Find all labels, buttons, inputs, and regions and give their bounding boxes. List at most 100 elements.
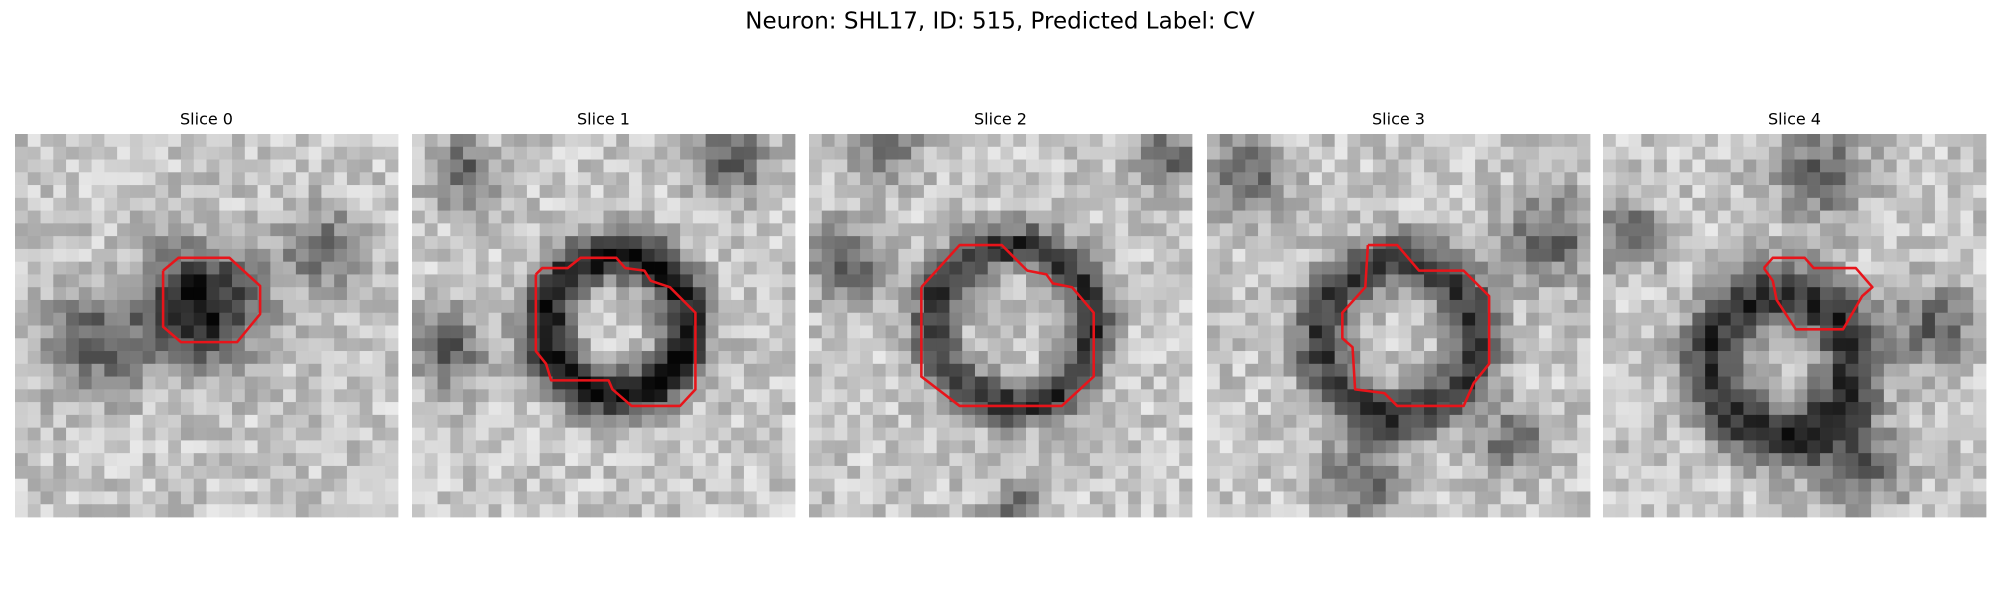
pixel bbox=[78, 210, 92, 224]
pixel bbox=[1960, 261, 1974, 275]
pixel bbox=[1960, 299, 1974, 314]
pixel bbox=[257, 402, 271, 416]
pixel bbox=[450, 210, 464, 224]
pixel bbox=[1947, 389, 1961, 403]
pixel bbox=[321, 465, 335, 480]
pixel bbox=[1372, 351, 1387, 365]
pixel bbox=[616, 312, 630, 326]
pixel bbox=[641, 299, 655, 314]
pixel bbox=[898, 363, 912, 377]
pixel bbox=[552, 491, 566, 505]
pixel bbox=[1475, 351, 1489, 365]
pixel bbox=[1756, 325, 1770, 339]
pixel bbox=[641, 146, 655, 160]
pixel bbox=[219, 363, 233, 377]
pixel bbox=[104, 363, 118, 377]
pixel bbox=[1756, 299, 1770, 314]
pixel bbox=[1871, 389, 1885, 403]
pixel bbox=[1743, 338, 1757, 352]
pixel bbox=[257, 312, 271, 326]
pixel bbox=[1334, 197, 1348, 211]
pixel bbox=[603, 389, 617, 403]
pixel bbox=[1628, 325, 1642, 339]
pixel bbox=[847, 453, 861, 467]
pixel bbox=[1296, 274, 1310, 288]
pixel bbox=[104, 402, 118, 416]
pixel bbox=[270, 172, 284, 186]
pixel bbox=[1743, 465, 1757, 480]
pixel bbox=[514, 491, 528, 505]
pixel bbox=[1487, 325, 1502, 339]
pixel bbox=[590, 427, 604, 441]
pixel bbox=[1038, 210, 1052, 224]
pixel bbox=[193, 185, 207, 199]
pixel bbox=[667, 287, 681, 301]
pixel bbox=[1219, 159, 1233, 173]
pixel bbox=[705, 402, 719, 416]
pixel bbox=[1883, 210, 1898, 224]
pixel bbox=[743, 210, 758, 224]
pixel bbox=[1603, 159, 1617, 173]
pixel bbox=[66, 351, 80, 365]
pixel bbox=[1140, 274, 1155, 288]
pixel bbox=[27, 172, 41, 186]
pixel bbox=[1232, 236, 1246, 250]
pixel bbox=[155, 491, 169, 505]
pixel bbox=[923, 414, 938, 429]
pixel bbox=[1845, 134, 1859, 148]
pixel bbox=[270, 210, 284, 224]
pixel bbox=[936, 478, 950, 492]
pixel bbox=[718, 159, 732, 173]
pixel bbox=[1820, 146, 1834, 160]
pixel bbox=[1089, 440, 1104, 454]
pixel bbox=[962, 248, 976, 263]
pixel bbox=[1717, 325, 1732, 339]
pixel bbox=[680, 465, 694, 480]
pixel bbox=[206, 376, 220, 390]
pixel bbox=[1743, 197, 1757, 211]
pixel bbox=[1064, 440, 1078, 454]
pixel bbox=[142, 223, 156, 237]
pixel bbox=[769, 389, 783, 403]
pixel bbox=[1398, 299, 1412, 314]
pixel bbox=[257, 453, 271, 467]
pixel bbox=[809, 146, 823, 160]
pixel bbox=[1564, 312, 1578, 326]
pixel bbox=[1207, 172, 1221, 186]
pixel bbox=[756, 287, 770, 301]
pixel bbox=[40, 389, 54, 403]
pixel bbox=[872, 351, 886, 365]
pixel bbox=[987, 465, 1001, 480]
pixel bbox=[565, 338, 579, 352]
pixel bbox=[654, 478, 668, 492]
pixel bbox=[1385, 210, 1399, 224]
pixel bbox=[1140, 146, 1155, 160]
pixel bbox=[1232, 414, 1246, 429]
pixel bbox=[1756, 427, 1770, 441]
pixel bbox=[1179, 172, 1193, 186]
pixel bbox=[923, 338, 938, 352]
pixel bbox=[168, 223, 182, 237]
pixel bbox=[1947, 478, 1961, 492]
pixel bbox=[1615, 402, 1629, 416]
pixel bbox=[1436, 338, 1450, 352]
pixel bbox=[603, 427, 617, 441]
pixel bbox=[769, 223, 783, 237]
pixel bbox=[590, 376, 604, 390]
pixel bbox=[603, 274, 617, 288]
pixel bbox=[526, 338, 541, 352]
pixel bbox=[1038, 236, 1052, 250]
pixel bbox=[142, 134, 156, 148]
pixel bbox=[1360, 210, 1374, 224]
pixel bbox=[1245, 248, 1259, 263]
pixel bbox=[1334, 210, 1348, 224]
pixel bbox=[244, 223, 258, 237]
pixel bbox=[1577, 223, 1591, 237]
pixel bbox=[1641, 402, 1655, 416]
pixel bbox=[1296, 261, 1310, 275]
pixel bbox=[1013, 223, 1027, 237]
pixel bbox=[1436, 376, 1450, 390]
pixel bbox=[1538, 248, 1553, 263]
pixel bbox=[821, 440, 835, 454]
pixel bbox=[1564, 427, 1578, 441]
